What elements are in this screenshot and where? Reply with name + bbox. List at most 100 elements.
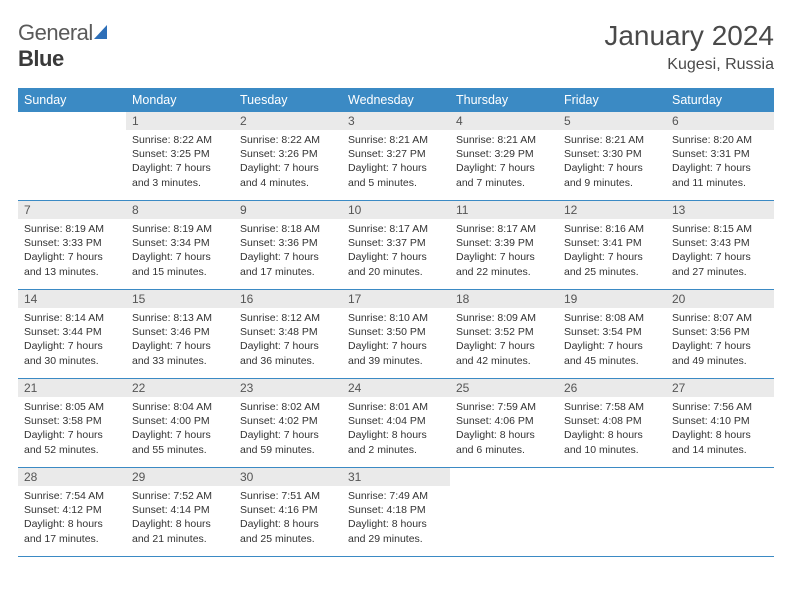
daylight-text: Daylight: 7 hours and 7 minutes. xyxy=(456,161,552,189)
calendar-day-cell: 15Sunrise: 8:13 AMSunset: 3:46 PMDayligh… xyxy=(126,290,234,379)
sunset-text: Sunset: 4:16 PM xyxy=(240,503,336,517)
calendar-day-cell: 23Sunrise: 8:02 AMSunset: 4:02 PMDayligh… xyxy=(234,379,342,468)
daylight-text: Daylight: 7 hours and 11 minutes. xyxy=(672,161,768,189)
calendar-day-cell: 19Sunrise: 8:08 AMSunset: 3:54 PMDayligh… xyxy=(558,290,666,379)
title-block: January 2024 Kugesi, Russia xyxy=(604,20,774,74)
daylight-text: Daylight: 7 hours and 27 minutes. xyxy=(672,250,768,278)
sunrise-text: Sunrise: 8:21 AM xyxy=(564,133,660,147)
day-details: Sunrise: 8:21 AMSunset: 3:29 PMDaylight:… xyxy=(450,130,558,194)
day-number: 10 xyxy=(342,201,450,219)
sunrise-text: Sunrise: 7:51 AM xyxy=(240,489,336,503)
sunset-text: Sunset: 4:06 PM xyxy=(456,414,552,428)
daylight-text: Daylight: 7 hours and 42 minutes. xyxy=(456,339,552,367)
weekday-header: Tuesday xyxy=(234,88,342,112)
daylight-text: Daylight: 8 hours and 29 minutes. xyxy=(348,517,444,545)
day-number: 25 xyxy=(450,379,558,397)
day-details: Sunrise: 7:58 AMSunset: 4:08 PMDaylight:… xyxy=(558,397,666,461)
day-details: Sunrise: 8:12 AMSunset: 3:48 PMDaylight:… xyxy=(234,308,342,372)
calendar-day-cell: 6Sunrise: 8:20 AMSunset: 3:31 PMDaylight… xyxy=(666,112,774,201)
day-details: Sunrise: 7:56 AMSunset: 4:10 PMDaylight:… xyxy=(666,397,774,461)
sunset-text: Sunset: 3:29 PM xyxy=(456,147,552,161)
daylight-text: Daylight: 8 hours and 2 minutes. xyxy=(348,428,444,456)
day-details: Sunrise: 8:21 AMSunset: 3:30 PMDaylight:… xyxy=(558,130,666,194)
calendar-day-cell: 11Sunrise: 8:17 AMSunset: 3:39 PMDayligh… xyxy=(450,201,558,290)
calendar-day-cell: 2Sunrise: 8:22 AMSunset: 3:26 PMDaylight… xyxy=(234,112,342,201)
page-header: General Blue January 2024 Kugesi, Russia xyxy=(18,20,774,74)
calendar-day-cell: 20Sunrise: 8:07 AMSunset: 3:56 PMDayligh… xyxy=(666,290,774,379)
calendar-day-cell: 13 Sunrise: 8:15 AMSunset: 3:43 PMDayligh… xyxy=(666,201,774,290)
sunset-text: Sunset: 3:34 PM xyxy=(132,236,228,250)
sunrise-text: Sunrise: 8:19 AM xyxy=(132,222,228,236)
daylight-text: Daylight: 7 hours and 36 minutes. xyxy=(240,339,336,367)
sunrise-text: Sunrise: 8:15 AM xyxy=(672,222,768,236)
calendar-day-cell: 1Sunrise: 8:22 AMSunset: 3:25 PMDaylight… xyxy=(126,112,234,201)
calendar-week-row: 14Sunrise: 8:14 AMSunset: 3:44 PMDayligh… xyxy=(18,290,774,379)
day-details: Sunrise: 8:18 AMSunset: 3:36 PMDaylight:… xyxy=(234,219,342,283)
day-number: 2 xyxy=(234,112,342,130)
calendar-day-cell xyxy=(450,468,558,557)
calendar-day-cell: 27Sunrise: 7:56 AMSunset: 4:10 PMDayligh… xyxy=(666,379,774,468)
calendar-day-cell: 5Sunrise: 8:21 AMSunset: 3:30 PMDaylight… xyxy=(558,112,666,201)
weekday-header-row: Sunday Monday Tuesday Wednesday Thursday… xyxy=(18,88,774,112)
day-details: Sunrise: 7:54 AMSunset: 4:12 PMDaylight:… xyxy=(18,486,126,550)
calendar-day-cell: 31Sunrise: 7:49 AMSunset: 4:18 PMDayligh… xyxy=(342,468,450,557)
day-number: 14 xyxy=(18,290,126,308)
sunrise-text: Sunrise: 7:56 AM xyxy=(672,400,768,414)
day-number: 17 xyxy=(342,290,450,308)
day-details: Sunrise: 8:02 AMSunset: 4:02 PMDaylight:… xyxy=(234,397,342,461)
sunset-text: Sunset: 3:46 PM xyxy=(132,325,228,339)
page-title: January 2024 xyxy=(604,20,774,52)
daylight-text: Daylight: 7 hours and 55 minutes. xyxy=(132,428,228,456)
day-number: 11 xyxy=(450,201,558,219)
day-number: 8 xyxy=(126,201,234,219)
day-number: 1 xyxy=(126,112,234,130)
daylight-text: Daylight: 8 hours and 6 minutes. xyxy=(456,428,552,456)
calendar-day-cell: 30Sunrise: 7:51 AMSunset: 4:16 PMDayligh… xyxy=(234,468,342,557)
calendar-day-cell: 21Sunrise: 8:05 AMSunset: 3:58 PMDayligh… xyxy=(18,379,126,468)
daylight-text: Daylight: 7 hours and 4 minutes. xyxy=(240,161,336,189)
daylight-text: Daylight: 7 hours and 9 minutes. xyxy=(564,161,660,189)
day-details: Sunrise: 8:13 AMSunset: 3:46 PMDaylight:… xyxy=(126,308,234,372)
day-details: Sunrise: 8:22 AMSunset: 3:26 PMDaylight:… xyxy=(234,130,342,194)
sunset-text: Sunset: 3:43 PM xyxy=(672,236,768,250)
calendar-day-cell: 12Sunrise: 8:16 AMSunset: 3:41 PMDayligh… xyxy=(558,201,666,290)
day-number: 20 xyxy=(666,290,774,308)
daylight-text: Daylight: 8 hours and 17 minutes. xyxy=(24,517,120,545)
brand-part2: Blue xyxy=(18,46,64,71)
day-details: Sunrise: 8:21 AMSunset: 3:27 PMDaylight:… xyxy=(342,130,450,194)
sunset-text: Sunset: 3:44 PM xyxy=(24,325,120,339)
sunrise-text: Sunrise: 8:22 AM xyxy=(132,133,228,147)
daylight-text: Daylight: 7 hours and 39 minutes. xyxy=(348,339,444,367)
day-details: Sunrise: 8:09 AMSunset: 3:52 PMDaylight:… xyxy=(450,308,558,372)
sunset-text: Sunset: 4:08 PM xyxy=(564,414,660,428)
sunset-text: Sunset: 3:41 PM xyxy=(564,236,660,250)
daylight-text: Daylight: 7 hours and 25 minutes. xyxy=(564,250,660,278)
daylight-text: Daylight: 7 hours and 5 minutes. xyxy=(348,161,444,189)
daylight-text: Daylight: 7 hours and 33 minutes. xyxy=(132,339,228,367)
day-details: Sunrise: 7:59 AMSunset: 4:06 PMDaylight:… xyxy=(450,397,558,461)
sunrise-text: Sunrise: 7:49 AM xyxy=(348,489,444,503)
calendar-day-cell: 3Sunrise: 8:21 AMSunset: 3:27 PMDaylight… xyxy=(342,112,450,201)
sunrise-text: Sunrise: 8:10 AM xyxy=(348,311,444,325)
sunrise-text: Sunrise: 8:04 AM xyxy=(132,400,228,414)
calendar-day-cell: 7Sunrise: 8:19 AMSunset: 3:33 PMDaylight… xyxy=(18,201,126,290)
sunset-text: Sunset: 3:36 PM xyxy=(240,236,336,250)
sail-icon xyxy=(93,20,111,45)
day-number: 13 xyxy=(666,201,774,219)
calendar-day-cell: 14Sunrise: 8:14 AMSunset: 3:44 PMDayligh… xyxy=(18,290,126,379)
day-details: Sunrise: 8:19 AMSunset: 3:34 PMDaylight:… xyxy=(126,219,234,283)
weekday-header: Thursday xyxy=(450,88,558,112)
day-number: 3 xyxy=(342,112,450,130)
calendar-day-cell: 18Sunrise: 8:09 AMSunset: 3:52 PMDayligh… xyxy=(450,290,558,379)
calendar-day-cell xyxy=(666,468,774,557)
sunset-text: Sunset: 3:25 PM xyxy=(132,147,228,161)
day-details: Sunrise: 8:01 AMSunset: 4:04 PMDaylight:… xyxy=(342,397,450,461)
day-details: Sunrise: 8:16 AMSunset: 3:41 PMDaylight:… xyxy=(558,219,666,283)
daylight-text: Daylight: 7 hours and 13 minutes. xyxy=(24,250,120,278)
sunset-text: Sunset: 4:00 PM xyxy=(132,414,228,428)
sunrise-text: Sunrise: 8:12 AM xyxy=(240,311,336,325)
day-number: 6 xyxy=(666,112,774,130)
day-details: Sunrise: 7:52 AMSunset: 4:14 PMDaylight:… xyxy=(126,486,234,550)
day-number: 18 xyxy=(450,290,558,308)
daylight-text: Daylight: 7 hours and 17 minutes. xyxy=(240,250,336,278)
